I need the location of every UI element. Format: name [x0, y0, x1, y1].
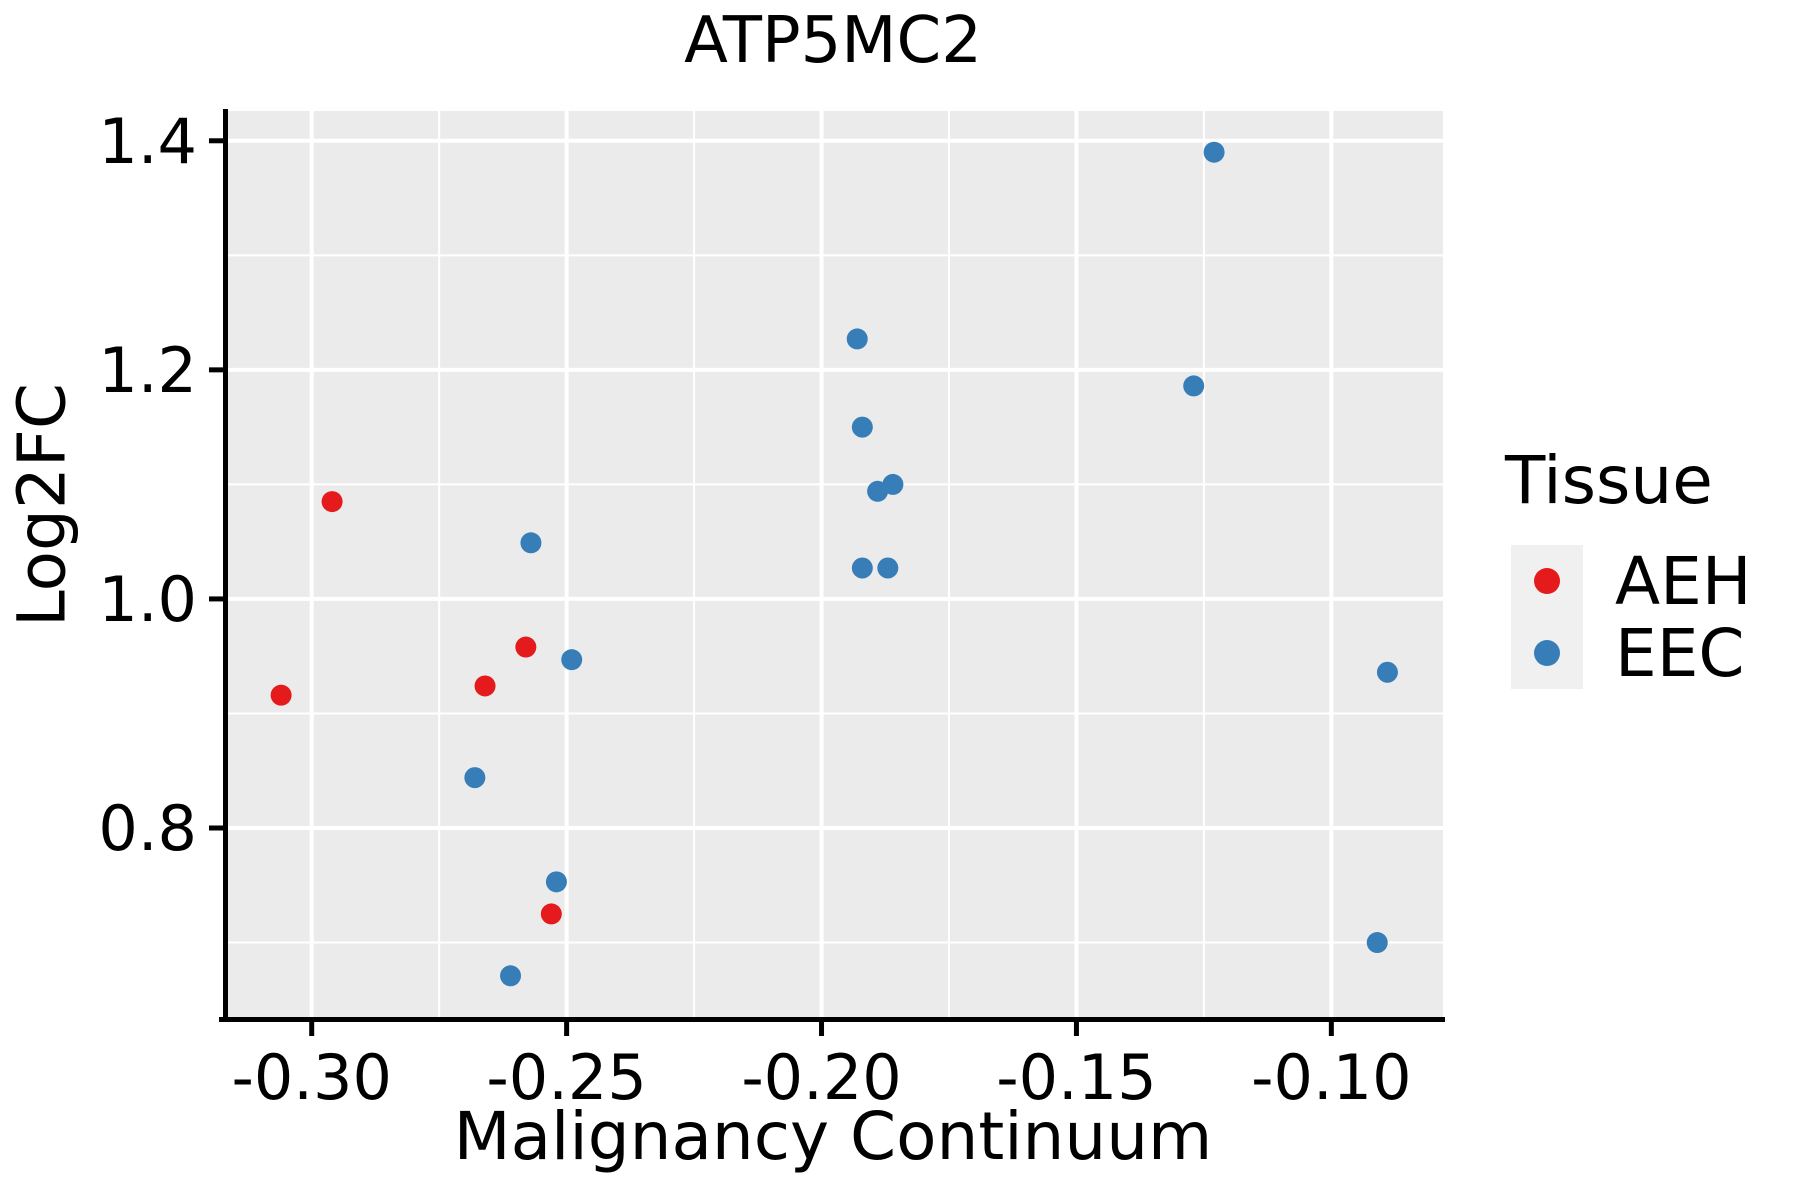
- y-axis-title: Log2FC: [3, 383, 81, 627]
- data-point-aeh: [474, 675, 496, 697]
- legend: Tissue AEH EEC: [1505, 442, 1752, 692]
- data-point-eec: [846, 328, 868, 350]
- data-point-eec: [1183, 375, 1205, 397]
- y-tick-label: 1.0: [98, 563, 197, 636]
- data-point-eec: [1376, 661, 1398, 683]
- x-tick-label: -0.20: [741, 1041, 901, 1114]
- legend-swatch: [1511, 617, 1583, 689]
- legend-keys: AEH EEC: [1511, 542, 1752, 692]
- aeh-dot-icon: [1534, 568, 1560, 594]
- legend-key-eec: EEC: [1511, 614, 1751, 692]
- data-point-aeh: [321, 491, 343, 513]
- data-point-eec: [500, 965, 522, 987]
- data-point-eec: [561, 649, 583, 671]
- panel-background: [223, 111, 1443, 1017]
- data-point-eec: [464, 767, 486, 789]
- x-tick-label: -0.15: [996, 1041, 1156, 1114]
- legend-label-eec: EEC: [1615, 614, 1745, 692]
- x-axis-title: Malignancy Continuum: [453, 1098, 1213, 1175]
- data-point-eec: [882, 473, 904, 495]
- y-tick-label: 1.4: [98, 105, 197, 178]
- legend-swatch: [1511, 545, 1583, 617]
- data-point-eec: [1203, 141, 1225, 163]
- y-tick-label: 1.2: [98, 334, 197, 407]
- legend-label-aeh: AEH: [1615, 542, 1752, 620]
- data-point-aeh: [515, 636, 537, 658]
- x-tick-label: -0.30: [231, 1041, 391, 1114]
- data-point-eec: [877, 557, 899, 579]
- legend-title: Tissue: [1505, 442, 1713, 519]
- x-tick-label: -0.10: [1251, 1041, 1411, 1114]
- plot-title: ATP5MC2: [684, 4, 982, 78]
- legend-key-aeh: AEH: [1511, 542, 1752, 620]
- data-point-aeh: [270, 684, 292, 706]
- data-point-eec: [851, 557, 873, 579]
- data-point-eec: [520, 532, 542, 554]
- x-tick-label: -0.25: [486, 1041, 646, 1114]
- data-point-eec: [545, 871, 567, 893]
- y-tick-label: 0.8: [98, 792, 197, 865]
- data-point-eec: [851, 416, 873, 438]
- data-point-aeh: [540, 903, 562, 925]
- data-point-eec: [1366, 932, 1388, 954]
- eec-dot-icon: [1534, 640, 1560, 666]
